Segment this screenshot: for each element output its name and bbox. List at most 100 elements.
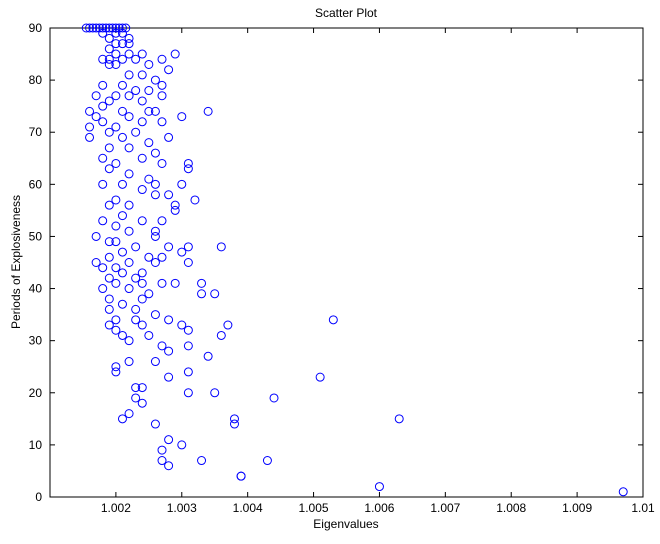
point	[137, 216, 147, 226]
point	[111, 315, 121, 325]
point	[210, 388, 220, 398]
point	[137, 70, 147, 80]
point	[131, 273, 141, 283]
x-tick-label: 1.005	[299, 501, 329, 515]
point	[164, 346, 174, 356]
point	[157, 91, 167, 101]
point	[98, 153, 108, 163]
point	[124, 284, 134, 294]
point	[124, 49, 134, 59]
point	[111, 91, 121, 101]
point	[183, 258, 193, 267]
point	[124, 112, 134, 122]
point	[183, 341, 193, 351]
point	[164, 132, 174, 142]
point	[137, 153, 147, 163]
point	[117, 28, 127, 38]
point	[111, 237, 121, 247]
point	[111, 221, 121, 231]
point	[104, 273, 114, 283]
point	[104, 294, 114, 304]
point	[170, 278, 180, 288]
point	[618, 487, 628, 497]
y-tick-label: 90	[29, 21, 43, 35]
point	[98, 54, 108, 64]
point	[91, 23, 101, 33]
point	[104, 127, 114, 137]
point	[150, 190, 160, 200]
point	[124, 200, 134, 210]
point	[177, 440, 187, 450]
point	[315, 372, 325, 382]
point	[117, 330, 127, 340]
point	[170, 205, 180, 215]
point	[124, 39, 134, 49]
point	[117, 268, 127, 278]
point	[131, 54, 141, 64]
point	[104, 320, 114, 330]
point	[111, 59, 121, 69]
plot-frame	[49, 27, 644, 498]
point	[98, 284, 108, 294]
point	[131, 86, 141, 96]
point	[137, 49, 147, 59]
point	[374, 482, 384, 492]
point	[98, 23, 108, 33]
x-tick-label: 1.009	[562, 501, 592, 515]
point	[124, 70, 134, 80]
point	[164, 65, 174, 75]
point	[262, 456, 272, 466]
point	[137, 383, 147, 393]
point	[104, 59, 114, 69]
point	[124, 33, 134, 43]
point	[144, 59, 154, 69]
x-tick-label: 1.006	[364, 501, 394, 515]
point	[164, 315, 174, 325]
point	[104, 33, 114, 43]
point	[157, 456, 167, 466]
point	[117, 179, 127, 189]
point	[157, 278, 167, 288]
y-tick-label: 80	[29, 73, 43, 87]
point	[98, 117, 108, 127]
point	[114, 23, 124, 33]
point	[85, 23, 95, 33]
point	[150, 75, 160, 85]
point	[131, 383, 141, 393]
point	[170, 200, 180, 210]
point	[111, 367, 121, 377]
point	[137, 185, 147, 195]
point	[124, 91, 134, 101]
x-tick-label: 1.003	[167, 501, 197, 515]
x-tick-label: 1.007	[430, 501, 460, 515]
point	[236, 471, 246, 481]
point	[137, 96, 147, 106]
point	[150, 106, 160, 116]
point	[117, 80, 127, 90]
point	[117, 54, 127, 64]
point	[183, 164, 193, 174]
point	[137, 320, 147, 330]
point	[111, 23, 121, 33]
y-tick-label: 70	[29, 125, 43, 139]
point	[117, 299, 127, 309]
point	[203, 106, 213, 116]
point	[183, 158, 193, 168]
point	[111, 122, 121, 132]
point	[104, 96, 114, 106]
point	[223, 320, 233, 330]
point	[117, 132, 127, 142]
point	[183, 325, 193, 335]
point	[94, 23, 104, 33]
point	[183, 242, 193, 252]
point	[157, 252, 167, 262]
point	[124, 336, 134, 346]
point	[98, 263, 108, 273]
point	[150, 310, 160, 320]
y-tick-label: 50	[29, 229, 43, 243]
point	[150, 258, 160, 267]
point	[101, 23, 111, 33]
point	[98, 80, 108, 90]
point	[117, 247, 127, 257]
point	[229, 414, 239, 424]
